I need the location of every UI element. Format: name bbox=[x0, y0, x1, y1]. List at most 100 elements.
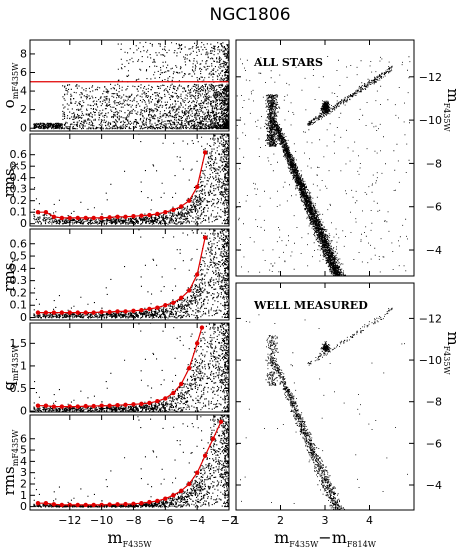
fit-point bbox=[107, 309, 112, 315]
fit-point bbox=[83, 310, 88, 315]
fit-point bbox=[99, 215, 104, 221]
scatter-points-o_mF435W bbox=[33, 41, 229, 130]
y-tick-label: 1 bbox=[20, 359, 27, 372]
y-tick-label: −12 bbox=[419, 71, 442, 84]
y-tick-label: 5 bbox=[20, 444, 27, 457]
y-tick-label: −10 bbox=[419, 114, 442, 127]
y-tick-label: 0.5 bbox=[10, 250, 28, 263]
fit-point bbox=[115, 309, 120, 314]
fit-point bbox=[91, 310, 96, 315]
y-tick-label: −4 bbox=[426, 479, 442, 492]
fit-point bbox=[123, 214, 128, 219]
y-tick-label: 0.3 bbox=[10, 274, 28, 287]
fit-point bbox=[107, 502, 112, 507]
fit-point bbox=[99, 403, 104, 408]
y-axis-label: rmsX bbox=[0, 162, 20, 197]
fit-point bbox=[218, 419, 224, 424]
fit-point bbox=[194, 470, 200, 475]
fit-point bbox=[115, 214, 120, 219]
star-points bbox=[33, 41, 229, 130]
y-tick-label: −12 bbox=[419, 312, 442, 325]
fit-point bbox=[187, 288, 192, 293]
fit-point bbox=[99, 309, 104, 315]
panel-frame bbox=[29, 133, 230, 227]
y-tick-label: −10 bbox=[419, 354, 442, 367]
fit-curve bbox=[38, 152, 206, 219]
y-tick-label: 0 bbox=[20, 122, 27, 135]
fit-point bbox=[107, 403, 112, 408]
star-points bbox=[33, 323, 229, 412]
x-tick-label: 3 bbox=[322, 514, 329, 527]
fit-point bbox=[83, 502, 88, 508]
y-tick-label: 3 bbox=[20, 466, 27, 479]
fit-point bbox=[51, 310, 57, 315]
cmd-points-cmd_well bbox=[236, 300, 408, 510]
y-tick-label: 4 bbox=[20, 455, 27, 468]
y-tick-label: 0.2 bbox=[10, 286, 28, 299]
fit-point bbox=[163, 396, 168, 401]
fit-point bbox=[155, 211, 160, 217]
panel-rms_Y: 00.10.20.30.40.50.6 rmsY bbox=[0, 228, 230, 324]
panel-frame bbox=[29, 228, 230, 321]
x-tick-label: 2 bbox=[277, 514, 284, 527]
fit-point bbox=[91, 215, 96, 221]
cmd-points-cmd_all bbox=[236, 56, 411, 276]
fit-point bbox=[155, 498, 160, 504]
scatter-points-rms_Y bbox=[33, 229, 229, 319]
x-axis-label: mF435W bbox=[107, 528, 152, 547]
fit-point bbox=[99, 502, 104, 508]
fit-point bbox=[202, 150, 208, 155]
star-points bbox=[236, 56, 411, 276]
y-axis-label: qmF435W bbox=[0, 344, 20, 391]
y-tick-label: 0.5 bbox=[10, 160, 28, 173]
panel-annotation: ALL STARS bbox=[253, 56, 323, 69]
fit-point bbox=[131, 402, 136, 407]
panel-cmd_well: WELL MEASURED −4 −6 −8 −10 −12 1 2 3 4mF435W−mF81… bbox=[233, 282, 462, 547]
fit-point bbox=[107, 215, 112, 220]
star-points bbox=[236, 300, 408, 510]
y-tick-label: 1.5 bbox=[10, 337, 28, 350]
fit-point bbox=[123, 501, 128, 507]
figure-title: NGC1806 bbox=[209, 5, 290, 25]
y-tick-label: 0.1 bbox=[10, 299, 28, 312]
fit-curve bbox=[38, 327, 203, 408]
fit-point bbox=[43, 210, 49, 215]
fit-point bbox=[155, 398, 160, 404]
fit-point bbox=[179, 295, 184, 301]
panel-frame bbox=[29, 39, 230, 132]
fit-point bbox=[179, 488, 184, 493]
y-tick-label: 8 bbox=[20, 47, 27, 60]
y-axis-label: rmsY bbox=[0, 257, 20, 292]
x-axis-label: mF435W−mF814W bbox=[274, 528, 377, 547]
fit-point bbox=[83, 215, 88, 221]
fit-point bbox=[187, 198, 192, 203]
fit-point bbox=[163, 303, 168, 308]
y-tick-label: 0.4 bbox=[10, 171, 28, 184]
fit-point bbox=[139, 213, 144, 218]
fit-point bbox=[35, 310, 41, 315]
fit-point bbox=[43, 403, 49, 408]
x-tick-label: −2 bbox=[221, 514, 237, 527]
y-tick-label: 0.3 bbox=[10, 183, 28, 196]
fit-point bbox=[131, 501, 136, 506]
x-tick-label: 4 bbox=[366, 514, 373, 527]
fit-point bbox=[194, 272, 200, 277]
fit-point bbox=[179, 381, 184, 387]
panel-frame bbox=[29, 322, 230, 413]
star-points bbox=[33, 229, 229, 319]
fit-point bbox=[194, 184, 200, 190]
fit-point bbox=[199, 325, 205, 330]
y-tick-label: 4 bbox=[20, 85, 27, 98]
fit-point bbox=[131, 308, 136, 313]
panel-frame bbox=[29, 414, 230, 511]
fit-point bbox=[67, 310, 73, 315]
fit-point bbox=[123, 309, 128, 314]
y-tick-label: −6 bbox=[426, 201, 442, 214]
fit-point bbox=[171, 390, 176, 396]
fit-point bbox=[147, 212, 152, 218]
fit-point bbox=[43, 501, 49, 506]
